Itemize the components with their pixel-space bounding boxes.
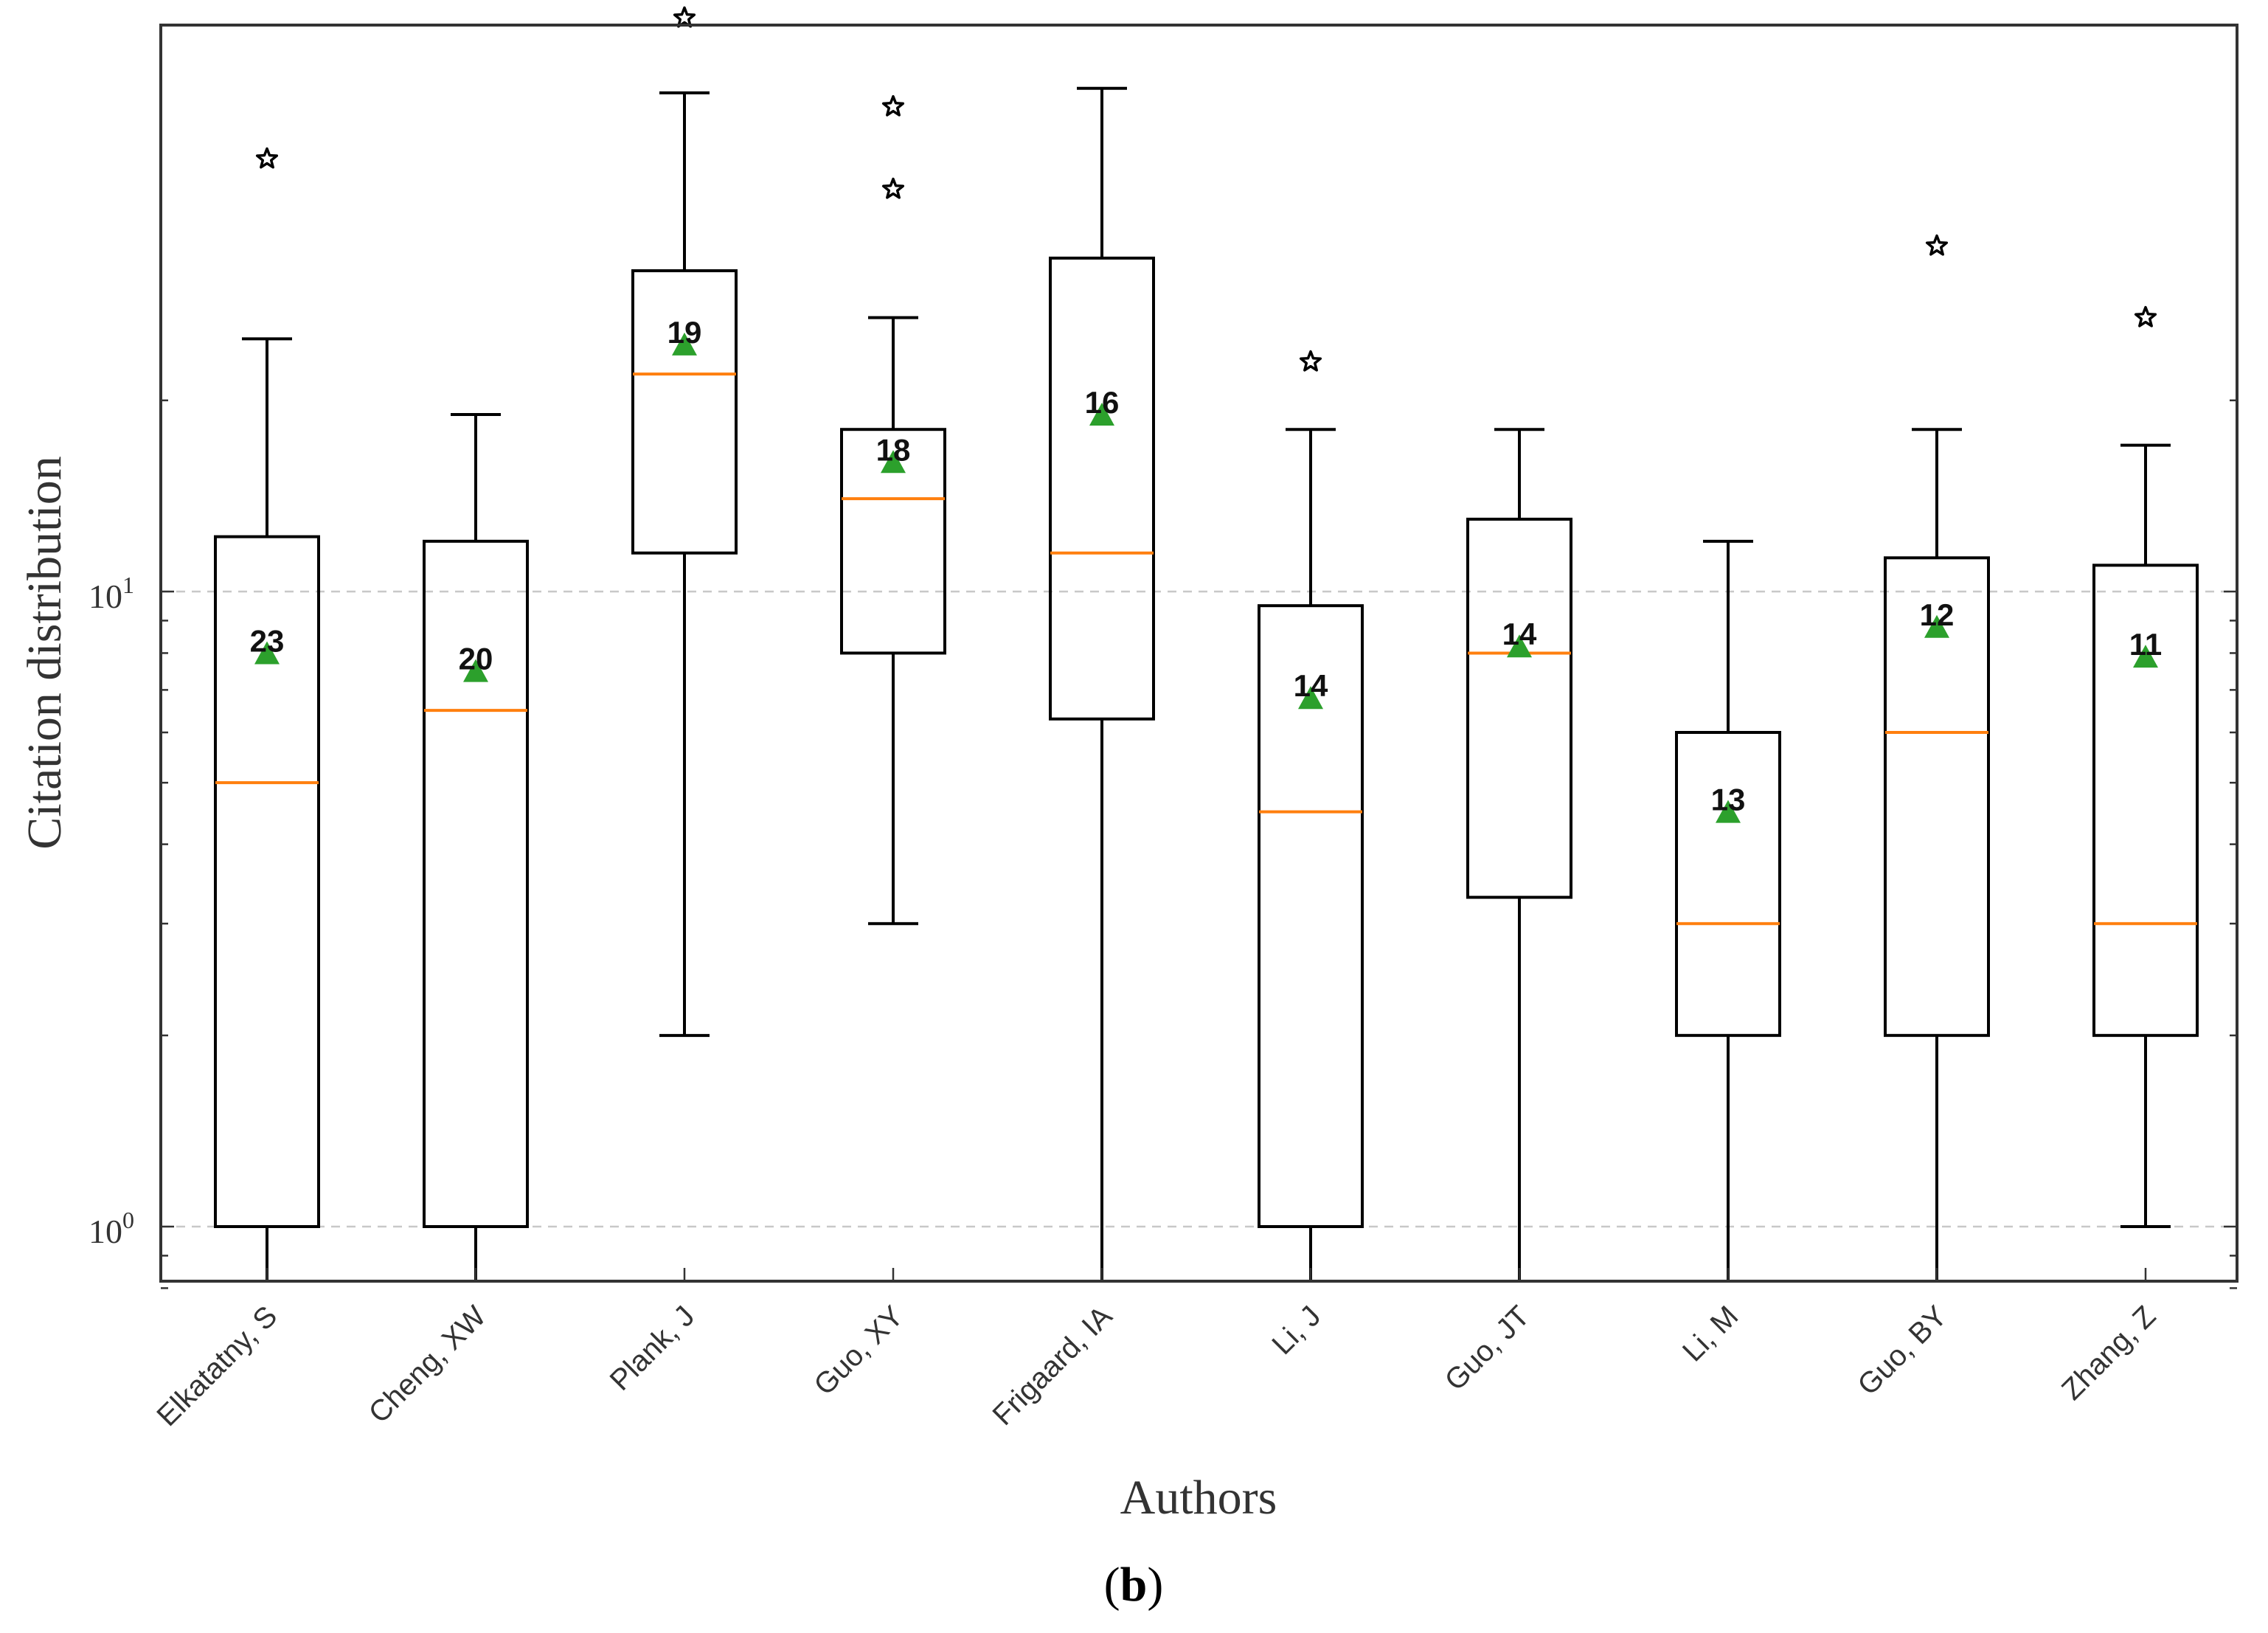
x-axis-title: Authors [1120, 1471, 1277, 1525]
x-tick-label: Cheng, XW [363, 1300, 493, 1429]
box-elkatatny-s: 23 [214, 147, 320, 1283]
box-zhang-z: 11 [2092, 305, 2199, 1228]
box-cheng-xw: 20 [423, 412, 529, 1283]
mean-marker [1298, 686, 1323, 710]
outlier-marker [673, 6, 696, 28]
mean-marker [881, 450, 906, 474]
mean-marker [463, 659, 488, 682]
y-tick-base: 10 [89, 1213, 122, 1250]
y-tick-exponent: 0 [122, 1207, 134, 1233]
x-tick-labels: Elkatatny, S Cheng, XW Plank, J Guo, XY Frig… [150, 1268, 2162, 1432]
y-tick-exponent: 1 [122, 572, 134, 598]
box-guo-by: 12 [1884, 234, 1990, 1283]
mean-marker [672, 332, 697, 356]
panel-label-close: ) [1147, 1558, 1163, 1612]
outlier-marker [1925, 234, 1949, 256]
mean-marker [1089, 402, 1114, 426]
y-tick-label: 100 [89, 1207, 134, 1250]
iqr-box [1258, 604, 1364, 1228]
x-tick-label: Li, M [1676, 1300, 1744, 1367]
count-label: 14 [1502, 617, 1537, 651]
count-label: 12 [1920, 597, 1955, 632]
plot-frame [159, 24, 2238, 1283]
mean-marker [254, 641, 280, 665]
y-axis-title: Citation distribution [18, 456, 72, 850]
iqr-box [2092, 564, 2199, 1037]
y-tick-label: 101 [89, 572, 134, 615]
iqr-box [1466, 517, 1572, 899]
outlier-marker [1299, 350, 1322, 372]
panel-label: (b) [1104, 1558, 1164, 1612]
mean-marker [2133, 645, 2158, 668]
x-tick-label: Li, J [1266, 1300, 1327, 1361]
y-tick-base: 10 [89, 578, 122, 615]
outlier-marker [881, 94, 905, 117]
box-li-m: 13 [1675, 539, 1781, 1283]
count-label: 13 [1711, 783, 1746, 817]
mean-marker [1924, 614, 1949, 638]
mean-marker [1507, 634, 1532, 658]
box-plank-j: 19 [631, 6, 738, 1037]
x-tick-label: Elkatatny, S [150, 1300, 283, 1432]
count-label: 14 [1294, 668, 1328, 703]
x-tick-label: Zhang, Z [2056, 1300, 2162, 1406]
count-label: 20 [459, 642, 493, 676]
panel-label-open: ( [1104, 1558, 1120, 1612]
box-li-j: 14 [1258, 350, 1364, 1283]
outlier-marker [2134, 305, 2157, 327]
iqr-box [1675, 731, 1781, 1037]
count-label: 11 [2129, 627, 2162, 662]
iqr-box [840, 428, 946, 655]
iqr-box [631, 269, 738, 555]
mean-marker [1716, 800, 1741, 823]
outlier-marker [255, 147, 279, 169]
box-frigaard-ia: 16 [1049, 86, 1155, 1283]
x-tick-label: Guo, JT [1439, 1300, 1536, 1397]
iqr-box [1884, 556, 1990, 1037]
count-label: 16 [1085, 385, 1120, 420]
count-label: 19 [667, 315, 702, 350]
grid-lines [161, 590, 2237, 1228]
count-label: 18 [876, 432, 911, 467]
x-tick-label: Guo, XY [808, 1300, 909, 1401]
count-label: 23 [250, 623, 285, 658]
box-guo-jt: 14 [1466, 428, 1572, 1283]
x-tick-label: Guo, BY [1851, 1300, 1953, 1401]
x-tick-label: Plank, J [604, 1300, 701, 1397]
iqr-box [1049, 256, 1155, 721]
panel-label-letter: b [1120, 1558, 1148, 1612]
box-series: 23 20 19 18 16 14 14 13 12 11 [214, 6, 2199, 1283]
x-tick-label: Frigaard, IA [986, 1300, 1118, 1432]
iqr-box [423, 539, 529, 1228]
iqr-box [214, 535, 320, 1228]
box-guo-xy: 18 [840, 94, 946, 926]
outlier-marker [881, 177, 905, 199]
